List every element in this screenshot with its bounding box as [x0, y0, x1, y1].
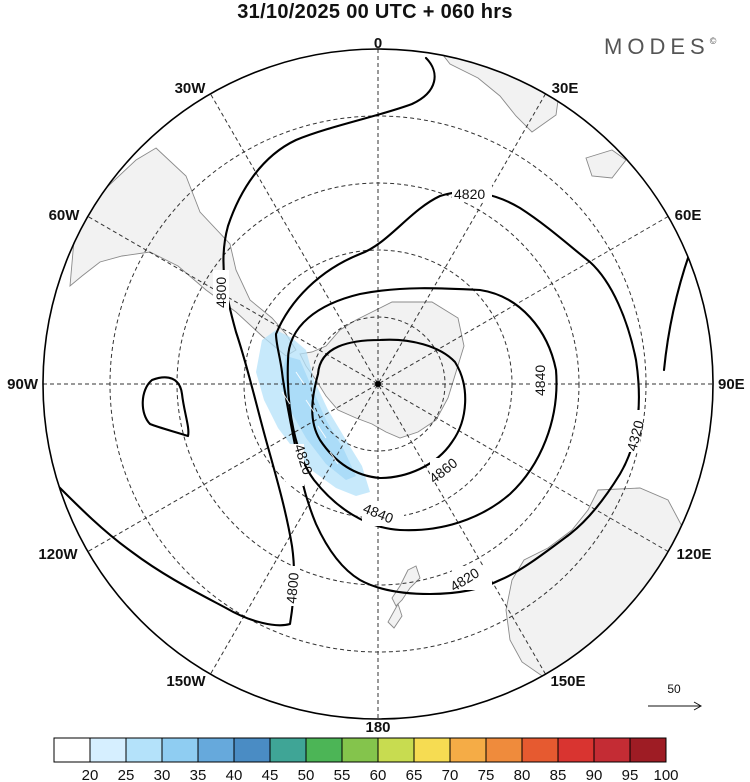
colorbar-swatch [377, 737, 415, 763]
lon-label-60e: 60E [675, 207, 702, 224]
map-boundary [42, 48, 714, 720]
colorbar-label: 90 [586, 767, 603, 782]
land-new-zealand [391, 565, 421, 607]
colorbar-swatch [413, 737, 451, 763]
arrow-head-icon [693, 701, 703, 711]
reference-vector: 50 [648, 682, 703, 711]
wind-vector [329, 451, 339, 465]
contour-label: 4800 [213, 277, 229, 308]
lon-label-120e: 120E [676, 546, 711, 563]
wind-band-25 [280, 356, 356, 480]
colorbar-label: 30 [154, 767, 171, 782]
map-disk: 4820 4800 4840 4320 4820 4860 4840 4800 … [43, 49, 713, 719]
lon-label-120w: 120W [38, 546, 78, 563]
lon-label-30e: 30E [552, 80, 579, 97]
colorbar-swatch [269, 737, 307, 763]
contour-closed-low [141, 376, 190, 438]
colorbar-label: 45 [262, 767, 279, 782]
land-africa [435, 49, 561, 133]
colorbar-swatch [341, 737, 379, 763]
lon-label-150w: 150W [166, 673, 206, 690]
graticule [43, 49, 713, 719]
wind-vectors [281, 371, 339, 465]
lon-label-90w: 90W [7, 376, 39, 393]
contour-4820-main [274, 190, 640, 596]
colorbar-swatch [593, 737, 631, 763]
colorbar-swatch [53, 737, 91, 763]
brand-name: MODES [604, 34, 710, 59]
land-australia [505, 487, 691, 691]
wind-vector [317, 425, 327, 439]
height-contours [54, 56, 713, 627]
contour-label: 4840 [532, 365, 548, 396]
lon-label-150e: 150E [550, 673, 585, 690]
colorbar-label: 20 [82, 767, 99, 782]
contour-4840 [286, 287, 558, 532]
brand-logo: MODES© [604, 34, 716, 60]
lon-label-0: 0 [374, 35, 382, 52]
contour-label: 4800 [283, 572, 302, 605]
lon-label-30w: 30W [175, 80, 207, 97]
colorbar-label: 25 [118, 767, 135, 782]
lon-label-60w: 60W [49, 207, 81, 224]
colorbar-label: 80 [514, 767, 531, 782]
colorbar-label: 60 [370, 767, 387, 782]
colorbar-swatch [233, 737, 271, 763]
colorbar-label: 85 [550, 767, 567, 782]
colorbar-label: 50 [298, 767, 315, 782]
wind-vector [281, 391, 291, 405]
colorbar-label: 65 [406, 767, 423, 782]
contour-4800 [54, 56, 436, 627]
colorbar-swatch [521, 737, 559, 763]
contour-label: 4820 [454, 186, 485, 202]
colorbar-swatch [89, 737, 127, 763]
wind-vector [305, 399, 315, 413]
colorbar-label: 95 [622, 767, 639, 782]
map-title: 31/10/2025 00 UTC + 060 hrs [237, 1, 513, 23]
colorbar-swatch [125, 737, 163, 763]
pole-marker [375, 381, 381, 387]
contour-label-group: 4820 4800 4840 4320 4820 4860 4840 4800 … [213, 186, 647, 606]
colorbar-label: 70 [442, 767, 459, 782]
reference-vector-label: 50 [667, 682, 681, 696]
colorbar-swatch [161, 737, 199, 763]
land-madagascar [585, 149, 627, 179]
colorbar-label: 75 [478, 767, 495, 782]
land-new-zealand-south [387, 602, 403, 629]
lon-label-90e: 90E [718, 376, 745, 393]
colorbar-label: 40 [226, 767, 243, 782]
colorbar-label: 55 [334, 767, 351, 782]
colorbar: 20 25 30 35 40 45 50 55 60 65 70 75 80 85 90 95 100 [53, 737, 679, 782]
colorbar-swatch [305, 737, 343, 763]
lon-label-180: 180 [365, 719, 390, 736]
colorbar-label: 35 [190, 767, 207, 782]
contour-label: 4320 [623, 418, 647, 452]
colorbar-label: 100 [653, 767, 678, 782]
contour-4860 [311, 338, 467, 480]
colorbar-swatch [557, 737, 595, 763]
brand-mark: © [709, 36, 717, 46]
colorbar-swatch [197, 737, 235, 763]
colorbar-swatch [449, 737, 487, 763]
colorbar-swatch [485, 737, 523, 763]
land-south-america [69, 147, 297, 357]
land-layer [69, 49, 691, 691]
longitude-labels: 0 30E 60E 90E 120E 150E 180 150W 120W 90… [7, 35, 745, 736]
wind-vector [295, 371, 305, 385]
colorbar-swatch [629, 737, 667, 763]
